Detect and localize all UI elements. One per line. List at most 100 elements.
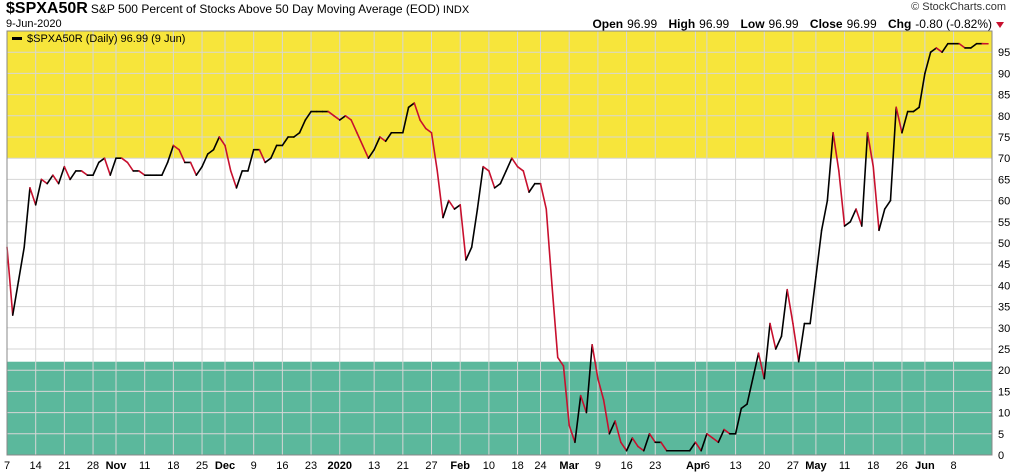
x-tick-label: 11: [839, 460, 850, 472]
series-segment: [602, 399, 611, 435]
x-tick-label: 21: [397, 460, 409, 472]
series-segment: [11, 280, 20, 316]
series-segment: [338, 115, 347, 121]
x-tick-label: 7: [4, 460, 10, 472]
x-tick-label: 9: [595, 460, 601, 472]
series-segment: [281, 136, 289, 147]
series-segment: [488, 170, 496, 189]
series-segment: [367, 148, 375, 159]
series-segment: [80, 170, 89, 176]
x-tick-label: 18: [511, 460, 523, 472]
x-tick-label: 23: [305, 460, 317, 472]
series-segment: [29, 187, 37, 206]
series-segment: [46, 174, 54, 185]
x-tick-label: 27: [425, 460, 437, 472]
series-segment: [229, 170, 238, 189]
chart-header: $SPXA50R S&P 500 Percent of Stocks Above …: [6, 1, 469, 18]
series-segment: [740, 403, 748, 410]
series-segment: [413, 102, 421, 121]
series-segment: [69, 170, 77, 181]
series-segment: [493, 182, 502, 189]
x-tick-label: Apr: [686, 460, 706, 472]
x-tick-label: 25: [196, 460, 208, 472]
series-segment: [465, 246, 473, 261]
series-segment: [579, 394, 588, 414]
series-segment: [470, 208, 479, 249]
series-segment: [585, 343, 593, 414]
series-segment: [476, 165, 484, 210]
series-segment: [774, 335, 783, 350]
x-tick-label: 10: [483, 460, 495, 472]
series-segment: [866, 131, 875, 168]
y-tick-label: 70: [998, 153, 1010, 165]
x-tick-label: 26: [896, 460, 908, 472]
band-1: [7, 361, 992, 455]
y-tick-label: 25: [998, 344, 1010, 356]
x-tick-label: 2020: [327, 460, 351, 472]
low-value: 96.99: [768, 17, 799, 31]
series-segment: [706, 432, 714, 439]
series-segment: [763, 322, 771, 380]
x-tick-label: 16: [620, 460, 632, 472]
x-tick-label: 18: [167, 460, 179, 472]
series-segment: [126, 161, 135, 172]
down-arrow-icon: [996, 22, 1004, 28]
series-segment: [608, 420, 616, 435]
brand-link[interactable]: © StockCharts.com: [911, 1, 1006, 13]
series-segment: [482, 165, 490, 172]
series-segment: [786, 288, 794, 325]
series-segment: [769, 322, 777, 350]
chg-value: -0.80 (-0.82%): [915, 17, 992, 31]
series-segment: [522, 170, 530, 193]
series-segment: [361, 144, 370, 159]
series-segment: [723, 428, 731, 435]
series-segment: [620, 441, 628, 452]
series-segment: [883, 199, 892, 210]
series-segment: [419, 119, 427, 130]
x-tick-label: Nov: [106, 460, 128, 472]
series-segment: [120, 157, 129, 164]
x-tick-label: 13: [729, 460, 741, 472]
series-segment: [201, 153, 209, 168]
y-tick-label: 45: [998, 259, 1010, 271]
x-tick-label: 16: [276, 460, 288, 472]
x-tick-label: 18: [867, 460, 879, 472]
series-segment: [109, 157, 117, 176]
series-segment: [545, 208, 553, 287]
series-segment: [855, 208, 863, 227]
series-segment: [92, 161, 100, 176]
series-segment: [40, 178, 48, 185]
x-tick-label: 9: [251, 460, 257, 472]
series-segment: [792, 322, 800, 363]
series-segment: [591, 343, 599, 380]
x-tick-label: 21: [58, 460, 70, 472]
series-segment: [820, 199, 829, 232]
series-segment: [849, 208, 857, 223]
series-segment: [969, 42, 978, 49]
series-segment: [172, 144, 180, 151]
series-segment: [826, 131, 834, 202]
series-segment: [642, 432, 651, 452]
series-segment: [625, 437, 634, 452]
y-tick-label: 95: [998, 47, 1010, 59]
y-tick-label: 20: [998, 365, 1010, 377]
y-tick-label: 60: [998, 196, 1010, 208]
series-segment: [23, 187, 31, 249]
series-segment: [809, 276, 817, 325]
series-segment: [528, 182, 536, 193]
y-tick-label: 0: [998, 450, 1004, 462]
series-segment: [206, 148, 215, 155]
series-segment: [648, 432, 657, 444]
series-segment: [614, 420, 622, 444]
close-label: Close: [809, 17, 843, 31]
series-segment: [247, 148, 255, 172]
series-segment: [568, 424, 576, 444]
x-tick-label: 14: [30, 460, 42, 472]
series-segment: [258, 148, 266, 164]
series-segment: [797, 322, 806, 363]
x-tick-label: Jun: [915, 460, 935, 472]
close-value: 96.99: [846, 17, 877, 31]
series-segment: [304, 110, 312, 121]
series-segment: [298, 119, 307, 134]
